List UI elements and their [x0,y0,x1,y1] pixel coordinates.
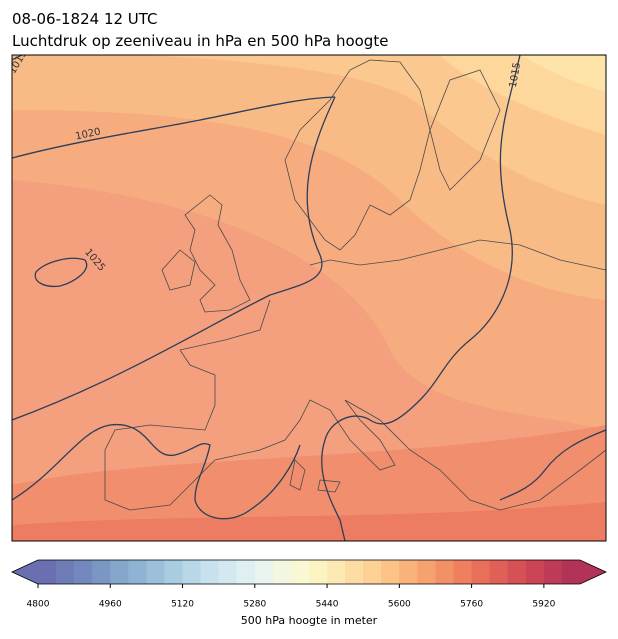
colorbar-tick-label: 4960 [99,600,122,610]
isobar [12,424,301,520]
colorbar-swatch [218,560,238,584]
colorbar-swatch [56,560,75,584]
isobar [34,257,88,288]
colorbar-tick-label: 5440 [316,600,339,610]
fill-band [380,55,606,135]
colorbar-swatch [471,560,491,584]
coastline [429,69,501,191]
title-line: 08-06-1824 12 UTC [12,10,158,28]
coastline [309,239,606,271]
colorbar-tick-label: 5760 [460,600,483,610]
colorbar-tick-label: 5120 [171,600,194,610]
isobar [12,96,336,421]
colorbar-tick-label: 5280 [243,600,266,610]
coastline [104,299,606,511]
colorbar-label: 500 hPa hoogte in meter [241,614,378,627]
colorbar-swatch [110,560,129,584]
colorbar-swatch [309,560,328,584]
colorbar-swatch [74,560,93,584]
colorbar-swatch [200,560,220,584]
isobar-label: 1020 [75,126,102,142]
colorbar-swatch [146,560,165,584]
colorbar-swatch [128,560,147,584]
colorbar-swatch [417,560,436,584]
coastline [184,194,251,313]
colorbar-swatch [399,560,418,584]
colorbar-swatch [345,560,364,584]
colorbar-tick-label: 4800 [27,600,50,610]
colorbar-swatch [182,560,201,584]
colorbar-swatch [38,560,57,584]
colorbar-tick-label: 5600 [388,600,411,610]
coastline [161,249,196,291]
colorbar-swatch [561,560,581,584]
colorbar-extend [580,560,606,584]
colorbar-swatch [507,560,527,584]
colorbar-swatch [453,560,472,584]
colorbar-tick-label: 5920 [532,600,555,610]
colorbar-swatch [92,560,111,584]
colorbar-swatch [381,560,400,584]
coastline [284,59,431,251]
colorbar-swatch [525,560,545,584]
colorbar: 4800 4960 5120 5280 5440 5600 5760 5920 [11,559,607,610]
colorbar-swatch [290,560,310,584]
isobar [12,96,336,159]
fill-band [12,425,606,541]
colorbar-swatch [435,560,454,584]
colorbar-swatch [543,560,563,584]
fill-band [12,502,606,541]
fill-band [140,55,606,205]
isobar [499,429,606,501]
colorbar-swatch [363,560,382,584]
coastline [289,459,341,493]
colorbar-swatch [272,560,292,584]
isobar-label: 1015 [508,62,523,89]
colorbar-swatch [164,560,183,584]
map: 1015 1020 1025 1015 [12,55,606,541]
isobar [321,55,521,541]
colorbar-swatch [236,560,256,584]
colorbar-swatch [489,560,509,584]
map-frame [11,54,607,542]
colorbar-extend [12,560,38,584]
colorbar-swatch [254,560,274,584]
colorbar-swatch [327,560,346,584]
fill-band [500,55,606,92]
title-line: Luchtdruk op zeeniveau in hPa en 500 hPa… [12,32,388,50]
